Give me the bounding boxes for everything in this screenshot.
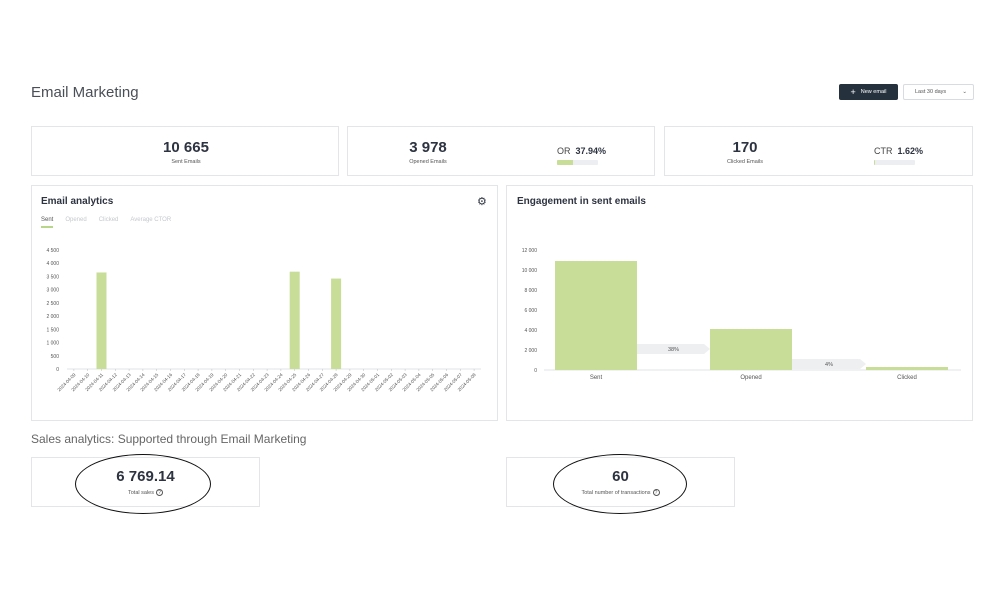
bar — [555, 261, 637, 370]
open-rate-bar — [557, 160, 598, 165]
opened-emails-value: 3 978 — [409, 139, 447, 156]
email-analytics-chart: 0 500 1 000 1 500 2 000 2 500 3 000 3 500 4 000 4… — [46, 248, 481, 392]
ctr-bar-fill — [874, 160, 876, 165]
open-rate-bar-fill — [557, 160, 573, 165]
highlight-ellipse-transactions — [553, 454, 687, 514]
y-tick-label: 2 500 — [46, 301, 59, 307]
tab-clicked[interactable]: Clicked — [98, 217, 119, 223]
y-tick-label: 10 000 — [522, 268, 538, 274]
y-tick-label: 500 — [51, 354, 60, 360]
email-analytics-title: Email analytics — [41, 196, 114, 207]
date-range-select[interactable]: Last 30 days ⌄ — [903, 84, 974, 100]
email-analytics-tabs: Sent Opened Clicked Average CTOR — [41, 217, 171, 228]
clicked-emails-label: Clicked Emails — [726, 159, 764, 165]
click-through-rate: CTR 1.62% — [874, 146, 923, 156]
bar — [710, 329, 792, 370]
conversion-label: 4% — [825, 362, 833, 368]
sent-emails-label: Sent Emails — [171, 159, 201, 165]
clicked-emails-card: 170 Clicked Emails CTR 1.62% — [664, 126, 973, 176]
chevron-down-icon: ⌄ — [962, 89, 967, 95]
y-tick-label: 6 000 — [524, 308, 537, 314]
new-email-label: New email — [860, 89, 887, 95]
sent-emails-card: 10 665 Sent Emails — [31, 126, 339, 176]
bar — [289, 271, 300, 369]
new-email-button[interactable]: + New email — [839, 84, 898, 100]
conversion-label: 38% — [668, 347, 679, 353]
ctr-bar — [874, 160, 915, 165]
ctr-value: 1.62% — [897, 146, 924, 156]
bar — [331, 278, 342, 369]
date-range-value: Last 30 days — [915, 89, 947, 95]
plus-icon: + — [850, 86, 856, 97]
bar — [96, 272, 107, 369]
tab-opened[interactable]: Opened — [65, 217, 87, 223]
engagement-chart: 0 2 000 4 000 6 000 8 000 10 000 12 000 Sent Ope… — [522, 248, 961, 381]
x-tick-label: Clicked — [897, 375, 917, 381]
tab-average-ctor[interactable]: Average CTOR — [130, 217, 172, 223]
opened-emails-card: 3 978 Opened Emails OR 37.94% — [347, 126, 655, 176]
opened-emails-label: Opened Emails — [409, 159, 447, 165]
tab-sent[interactable]: Sent — [41, 217, 54, 228]
open-rate-value: 37.94% — [575, 146, 607, 156]
y-tick-label: 3 500 — [46, 274, 59, 280]
y-tick-label: 8 000 — [524, 288, 537, 294]
open-rate-label: OR — [557, 146, 571, 156]
y-tick-label: 2 000 — [46, 314, 59, 320]
page-title: Email Marketing — [31, 84, 139, 101]
y-tick-label: 0 — [56, 367, 59, 373]
sales-analytics-title: Sales analytics: Supported through Email… — [31, 432, 307, 446]
engagement-title: Engagement in sent emails — [517, 196, 646, 207]
highlight-ellipse-sales — [75, 454, 211, 514]
x-tick-label: Sent — [590, 375, 603, 381]
y-tick-label: 1 500 — [46, 327, 59, 333]
email-analytics-panel — [31, 185, 498, 421]
bar — [866, 367, 948, 370]
conversion-arrow — [637, 344, 710, 354]
clicked-emails-value: 170 — [732, 139, 758, 156]
sent-emails-value: 10 665 — [163, 139, 209, 156]
y-tick-label: 3 000 — [46, 288, 59, 294]
y-tick-label: 2 000 — [524, 348, 537, 354]
y-tick-label: 4 500 — [46, 248, 59, 254]
y-tick-label: 4 000 — [46, 261, 59, 267]
y-tick-label: 0 — [534, 368, 537, 374]
conversion-arrow — [792, 359, 866, 369]
y-tick-label: 12 000 — [522, 248, 538, 254]
ctr-label: CTR — [874, 146, 893, 156]
gear-icon[interactable]: ⚙ — [477, 196, 487, 208]
y-tick-label: 1 000 — [46, 341, 59, 347]
y-tick-label: 4 000 — [524, 328, 537, 334]
open-rate: OR 37.94% — [557, 146, 606, 156]
x-tick-label: Opened — [740, 375, 761, 381]
